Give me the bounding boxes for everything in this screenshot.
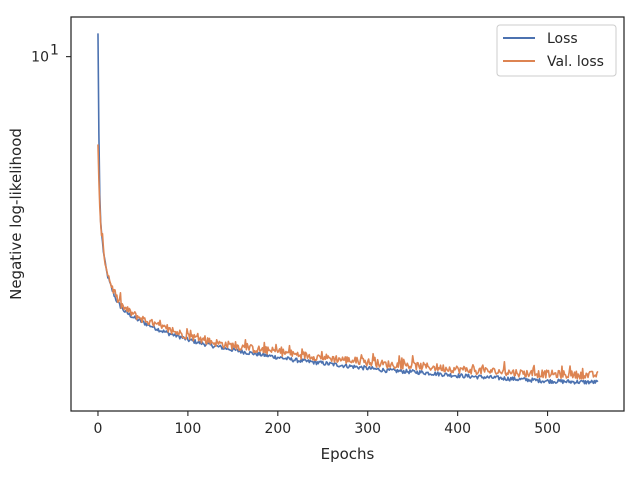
legend-label-val-loss: Val. loss <box>547 54 604 70</box>
y-axis-label: Negative log-likelihood <box>7 128 25 300</box>
x-tick-label: 0 <box>94 421 103 437</box>
y-axis: 10 1 <box>31 43 71 66</box>
x-tick-label: 300 <box>354 421 381 437</box>
series-line-val-loss <box>97 144 599 380</box>
x-axis-label: Epochs <box>321 445 375 463</box>
plot-lines <box>97 33 599 385</box>
x-tick-label: 200 <box>264 421 291 437</box>
x-axis: 0 100 200 300 400 500 <box>94 411 561 437</box>
series-line-loss <box>97 33 599 385</box>
y-tick-label-exponent: 1 <box>50 43 59 59</box>
x-tick-label: 100 <box>175 421 202 437</box>
legend-label-loss: Loss <box>547 31 578 47</box>
plot-frame <box>70 16 625 412</box>
legend: Loss Val. loss <box>496 24 617 77</box>
y-tick-label: 10 <box>31 50 49 66</box>
x-tick-label: 400 <box>444 421 471 437</box>
x-tick-label: 500 <box>534 421 561 437</box>
